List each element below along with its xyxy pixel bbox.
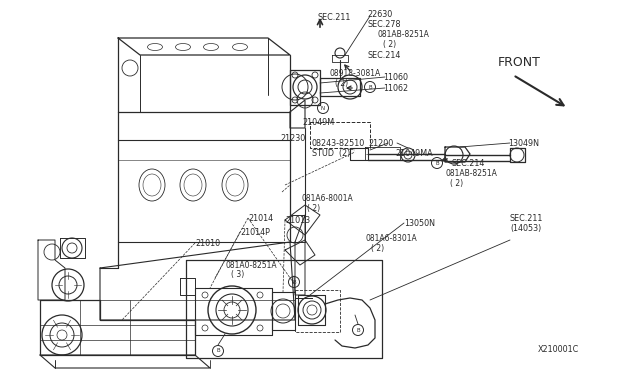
Text: 22630: 22630	[367, 10, 392, 19]
Text: SEC.211: SEC.211	[510, 214, 543, 222]
Text: ( 2): ( 2)	[307, 203, 320, 212]
Text: ( 2): ( 2)	[450, 179, 463, 187]
Text: SEC.214: SEC.214	[452, 158, 485, 167]
Text: 21200: 21200	[368, 138, 393, 148]
Text: B: B	[368, 84, 372, 90]
Text: ( 2): ( 2)	[335, 78, 348, 87]
Text: 08243-82510: 08243-82510	[312, 138, 365, 148]
Text: 081AB-8251A: 081AB-8251A	[378, 29, 430, 38]
Text: SEC.214: SEC.214	[368, 51, 401, 60]
Text: X210001C: X210001C	[538, 346, 579, 355]
Text: B: B	[435, 160, 439, 166]
Text: ( 3): ( 3)	[231, 270, 244, 279]
Text: SEC.211: SEC.211	[318, 13, 351, 22]
Text: 13050N: 13050N	[404, 218, 435, 228]
Text: 081AB-8251A: 081AB-8251A	[445, 169, 497, 177]
Text: ( 2): ( 2)	[371, 244, 384, 253]
Text: 21049M: 21049M	[302, 118, 334, 126]
Text: 11062: 11062	[383, 83, 408, 93]
Text: STUD  (2): STUD (2)	[312, 148, 350, 157]
Text: B: B	[356, 327, 360, 333]
Text: 21013: 21013	[285, 215, 310, 224]
Text: 21230: 21230	[280, 134, 305, 142]
Text: 13049N: 13049N	[508, 138, 539, 148]
Text: SEC.278: SEC.278	[367, 19, 401, 29]
Text: 21014P: 21014P	[240, 228, 270, 237]
Text: 21014: 21014	[248, 214, 273, 222]
Text: FRONT: FRONT	[498, 55, 541, 68]
Text: 081A0-8251A: 081A0-8251A	[226, 260, 278, 269]
Text: 21010: 21010	[195, 238, 220, 247]
Text: 08918-3081A: 08918-3081A	[330, 68, 381, 77]
Text: N: N	[321, 106, 325, 110]
Text: ( 2): ( 2)	[383, 39, 396, 48]
Text: B: B	[216, 349, 220, 353]
Text: (14053): (14053)	[510, 224, 541, 232]
Text: B: B	[292, 279, 296, 285]
Text: 21049MA: 21049MA	[395, 148, 433, 157]
Text: 11060: 11060	[383, 73, 408, 81]
Text: 081A6-8001A: 081A6-8001A	[302, 193, 354, 202]
Text: 081A6-8301A: 081A6-8301A	[366, 234, 418, 243]
